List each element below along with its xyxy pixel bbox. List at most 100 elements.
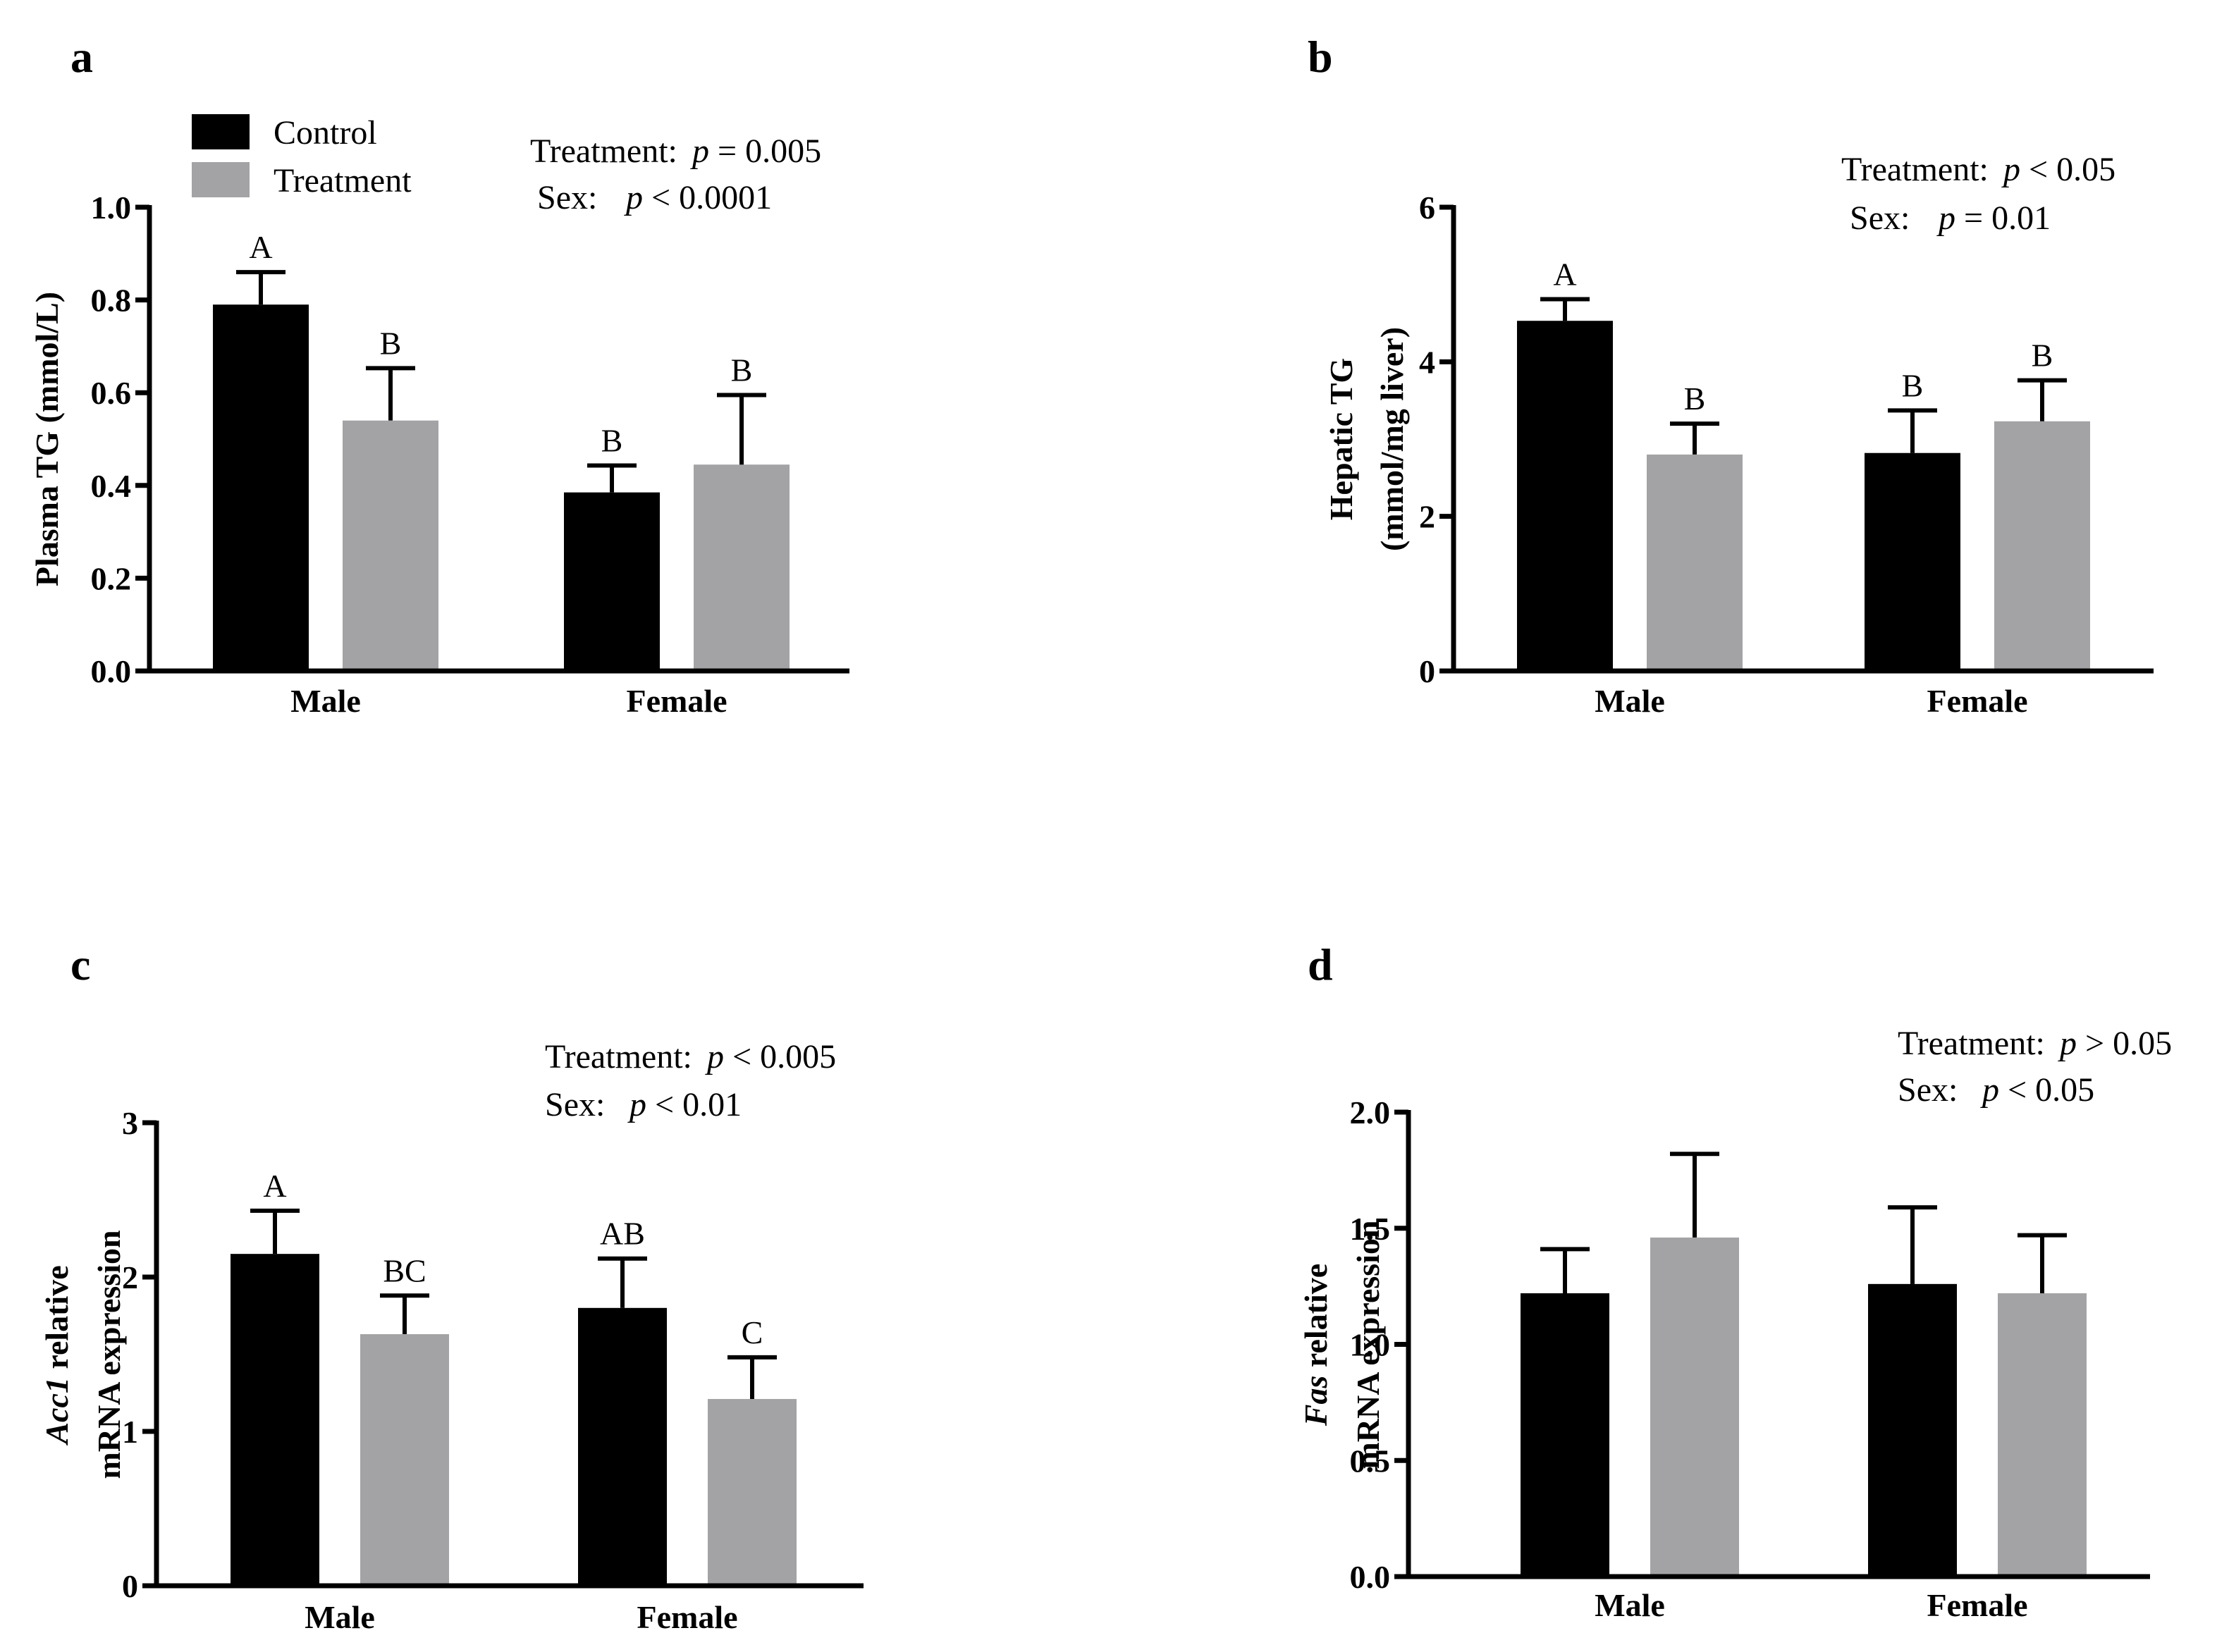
y-axis-label: Acc1 relative mRNA expression xyxy=(39,1230,127,1479)
stat-value: < 0.005 xyxy=(724,1038,836,1075)
y-axis-label-rest: relative xyxy=(1298,1264,1334,1376)
y-axis-label-line: Hepatic TG xyxy=(1323,358,1359,520)
stat-treatment: Treatment: p < 0.005 xyxy=(545,1038,836,1075)
y-axis-label-line: mRNA expression xyxy=(91,1230,127,1479)
stat-value: = 0.005 xyxy=(709,132,821,170)
panel-label: c xyxy=(70,939,90,990)
bar-treatment-female xyxy=(694,464,790,671)
y-tick-label: 4 xyxy=(1419,344,1435,380)
significance-letter: A xyxy=(249,229,272,265)
significance-letter: B xyxy=(380,325,402,361)
legend-label: Treatment xyxy=(274,162,412,199)
x-category-label: Female xyxy=(626,683,727,719)
error-bar-control-male xyxy=(1540,297,1590,321)
y-tick-label: 0.0 xyxy=(1350,1559,1391,1595)
stat-label: Sex: xyxy=(545,1086,605,1123)
stat-label: Treatment: xyxy=(545,1038,692,1075)
error-bar-control-male xyxy=(250,1208,300,1255)
panel-label: a xyxy=(70,32,93,82)
stat-p: p xyxy=(627,1086,646,1123)
bar-treatment-female xyxy=(1998,1293,2087,1577)
y-tick-label: 0.2 xyxy=(91,560,132,596)
x-category-label: Male xyxy=(1595,1587,1665,1623)
error-bar-treatment-male xyxy=(1670,1152,1719,1238)
stat-label: Treatment: xyxy=(1898,1025,2045,1062)
error-bar-treatment-female xyxy=(727,1355,777,1400)
x-category-label: Male xyxy=(305,1599,375,1635)
bar-control-male xyxy=(231,1254,319,1586)
panel-label: d xyxy=(1308,939,1333,990)
bar-treatment-male xyxy=(360,1334,449,1586)
stat-sex: Sex: p = 0.01 xyxy=(1850,199,2051,237)
y-axis-label-line: Fas relative xyxy=(1298,1264,1334,1426)
y-tick-label: 1 xyxy=(122,1414,138,1450)
x-category-label: Female xyxy=(1927,1587,2027,1623)
error-bar-control-female xyxy=(1888,408,1937,453)
stat-label: Sex: xyxy=(1850,199,1910,237)
error-bar-control-male xyxy=(236,270,285,305)
significance-letter: B xyxy=(2032,338,2053,374)
y-tick-label: 0 xyxy=(1419,653,1435,689)
stat-label: Sex: xyxy=(1898,1071,1958,1109)
stat-value: < 0.0001 xyxy=(643,179,772,216)
y-axis-label-line: Acc1 relative xyxy=(39,1265,75,1446)
bar-control-male xyxy=(1521,1293,1609,1577)
stat-label: Treatment: xyxy=(1841,151,1989,188)
y-axis-label: Fas relative mRNA expression xyxy=(1298,1220,1386,1469)
stat-sex: Sex: p < 0.05 xyxy=(1898,1071,2094,1109)
legend-swatch-control xyxy=(192,114,250,149)
x-category-label: Female xyxy=(637,1599,737,1635)
error-bar-control-female xyxy=(1888,1205,1937,1284)
stat-treatment: Treatment: p = 0.005 xyxy=(530,132,821,170)
panel-label: b xyxy=(1308,32,1333,82)
y-axis-label-line: (mmol/mg liver) xyxy=(1374,327,1410,551)
stat-label: Treatment: xyxy=(530,132,677,170)
y-tick-label: 0.8 xyxy=(91,283,132,319)
y-tick-label: 2 xyxy=(122,1259,138,1295)
stat-value: < 0.01 xyxy=(646,1086,742,1123)
error-bar-control-female xyxy=(587,463,637,493)
y-tick-label: 0 xyxy=(122,1568,138,1604)
y-tick-label: 1.0 xyxy=(1350,1327,1391,1363)
bar-treatment-female xyxy=(1994,421,2090,671)
chart-panel-a: a A B Male B B Female 0.0 0.2 0.4 0.6 0.8 1.0 Plasma … xyxy=(29,32,849,719)
stat-value: = 0.01 xyxy=(1955,199,2051,237)
bar-treatment-female xyxy=(708,1399,797,1586)
bar-treatment-male xyxy=(1647,454,1743,671)
y-axis-label-line: mRNA expression xyxy=(1350,1220,1386,1469)
significance-letter: AB xyxy=(600,1216,645,1252)
stat-p: p xyxy=(2001,151,2020,188)
y-tick-label: 6 xyxy=(1419,190,1435,226)
y-tick-label: 1.0 xyxy=(91,190,132,226)
y-axis-label: Plasma TG (mmol/L) xyxy=(29,292,65,586)
bar-treatment-male xyxy=(343,420,438,671)
y-tick-label: 1.5 xyxy=(1350,1211,1391,1247)
stat-value: < 0.05 xyxy=(1999,1071,2094,1109)
y-axis-label: Hepatic TG (mmol/mg liver) xyxy=(1323,327,1410,551)
y-tick-label: 0.5 xyxy=(1350,1443,1391,1479)
legend-swatch-treatment xyxy=(192,162,250,197)
chart-panel-d: d Male Female 0.0 0.5 1.0 1.5 2.0 Fas relative mR… xyxy=(1298,939,2172,1623)
significance-letter: B xyxy=(1902,367,1924,403)
error-bar-control-female xyxy=(598,1256,647,1308)
y-axis-label-rest: relative xyxy=(39,1265,75,1377)
chart-panel-b: b A B Male B B Female 0 2 4 6 Hepatic TG (mmol/mg li… xyxy=(1308,32,2154,719)
stat-sex: Sex: p < 0.0001 xyxy=(537,179,772,216)
bar-control-male xyxy=(213,304,309,671)
x-category-label: Male xyxy=(290,683,361,719)
y-tick-label: 2 xyxy=(1419,499,1435,535)
stat-value: > 0.05 xyxy=(2077,1025,2172,1062)
y-tick-label: 2.0 xyxy=(1350,1095,1391,1130)
significance-letter: B xyxy=(601,423,623,459)
error-bar-treatment-female xyxy=(717,393,766,465)
stat-p: p xyxy=(2058,1025,2077,1062)
significance-letter: B xyxy=(1684,381,1706,417)
stat-label: Sex: xyxy=(537,179,597,216)
legend: Control Treatment xyxy=(192,114,412,199)
stat-p: p xyxy=(705,1038,724,1075)
y-axis-label-gene: Fas xyxy=(1298,1376,1334,1427)
bar-control-female xyxy=(1865,452,1960,671)
bar-treatment-male xyxy=(1650,1237,1739,1577)
